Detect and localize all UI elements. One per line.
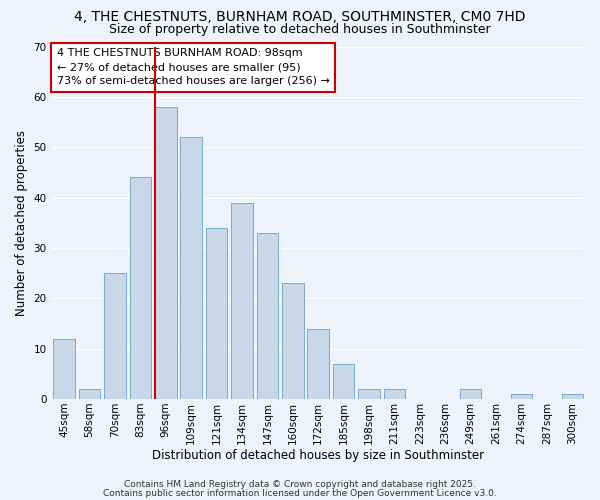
X-axis label: Distribution of detached houses by size in Southminster: Distribution of detached houses by size …: [152, 450, 484, 462]
Bar: [79, 389, 100, 399]
Bar: [358, 389, 380, 399]
Bar: [511, 394, 532, 399]
Text: Contains HM Land Registry data © Crown copyright and database right 2025.: Contains HM Land Registry data © Crown c…: [124, 480, 476, 489]
Bar: [231, 202, 253, 399]
Bar: [333, 364, 355, 399]
Bar: [282, 283, 304, 399]
Text: Contains public sector information licensed under the Open Government Licence v3: Contains public sector information licen…: [103, 488, 497, 498]
Bar: [307, 328, 329, 399]
Bar: [104, 273, 126, 399]
Text: Size of property relative to detached houses in Southminster: Size of property relative to detached ho…: [109, 22, 491, 36]
Bar: [206, 228, 227, 399]
Text: 4 THE CHESTNUTS BURNHAM ROAD: 98sqm
← 27% of detached houses are smaller (95)
73: 4 THE CHESTNUTS BURNHAM ROAD: 98sqm ← 27…: [57, 48, 330, 86]
Bar: [383, 389, 405, 399]
Bar: [181, 137, 202, 399]
Y-axis label: Number of detached properties: Number of detached properties: [15, 130, 28, 316]
Bar: [155, 107, 176, 399]
Bar: [257, 233, 278, 399]
Bar: [130, 178, 151, 399]
Bar: [53, 338, 75, 399]
Bar: [562, 394, 583, 399]
Bar: [460, 389, 481, 399]
Text: 4, THE CHESTNUTS, BURNHAM ROAD, SOUTHMINSTER, CM0 7HD: 4, THE CHESTNUTS, BURNHAM ROAD, SOUTHMIN…: [74, 10, 526, 24]
